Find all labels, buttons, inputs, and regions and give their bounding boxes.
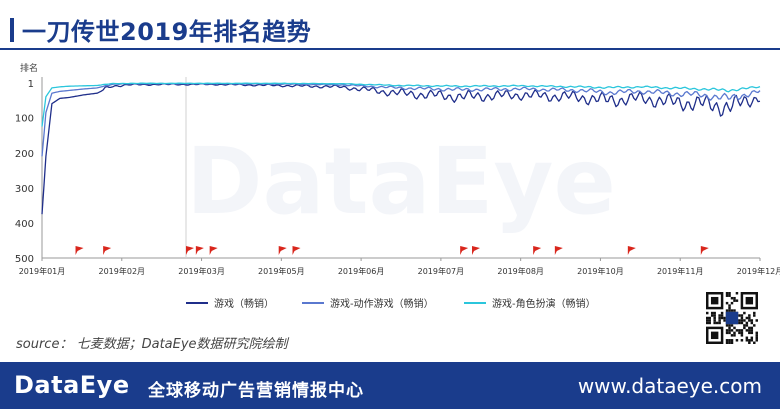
event-flag-icon — [209, 246, 218, 255]
event-flag-icon — [103, 246, 112, 255]
qr-code-image — [706, 292, 758, 344]
x-tick-label: 2019年06月 — [338, 266, 385, 276]
event-flag-icon — [700, 246, 709, 255]
legend-swatch-rpg — [464, 301, 486, 304]
legend-item-action: 游戏-动作游戏（畅销） — [302, 295, 434, 310]
event-flag-icon — [533, 246, 542, 255]
legend-swatch-game — [186, 301, 208, 304]
legend-swatch-action — [302, 301, 324, 304]
event-flag-icon — [195, 246, 204, 255]
event-flag-icon — [185, 246, 194, 255]
y-tick-label: 200 — [15, 149, 34, 160]
event-flag-icon — [75, 246, 84, 255]
title-bar: 一刀传世2019年排名趋势 — [10, 12, 311, 47]
footer-logo: DataEye — [14, 371, 130, 399]
event-flag-icon — [472, 246, 481, 255]
legend-item-rpg: 游戏-角色扮演（畅销） — [464, 295, 596, 310]
event-flag-icon — [292, 246, 301, 255]
y-axis-label: 排名 — [20, 62, 38, 74]
x-tick-label: 2019年10月 — [577, 266, 624, 276]
page-title: 一刀传世2019年排名趋势 — [22, 18, 312, 46]
chart-legend: 游戏（畅销） 游戏-动作游戏（畅销） 游戏-角色扮演（畅销） — [0, 295, 780, 311]
footer-slogan: 全球移动广告营销情报中心 — [148, 381, 364, 401]
watermark-text: DataEye — [186, 128, 616, 235]
legend-item-game: 游戏（畅销） — [186, 295, 274, 310]
footer-url-link[interactable]: www.dataeye.com — [577, 374, 762, 398]
event-flag-icon — [460, 246, 469, 255]
x-tick-label: 2019年12月 — [737, 266, 780, 276]
footer-bar: DataEye 全球移动广告营销情报中心 www.dataeye.com — [0, 362, 780, 409]
y-tick-label: 400 — [15, 219, 34, 230]
legend-label-rpg: 游戏-角色扮演（畅销） — [492, 299, 596, 310]
x-tick-label: 2019年03月 — [178, 266, 225, 276]
x-tick-label: 2019年01月 — [19, 266, 66, 276]
source-note: source： 七麦数据；DataEye数据研究院绘制 — [16, 337, 288, 352]
y-tick-label: 300 — [15, 184, 34, 195]
x-tick-label: 2019年11月 — [657, 266, 704, 276]
title-divider — [0, 48, 780, 50]
x-tick-label: 2019年05月 — [258, 266, 305, 276]
title-accent-bar — [10, 17, 14, 42]
y-tick-label: 1 — [28, 79, 34, 90]
x-tick-label: 2019年02月 — [99, 266, 146, 276]
event-flag-icon — [278, 246, 287, 255]
series-line-game — [41, 82, 761, 215]
x-tick-label: 2019年08月 — [497, 266, 544, 276]
event-flag-icon — [627, 246, 636, 255]
y-tick-label: 500 — [15, 254, 34, 265]
y-tick-label: 100 — [15, 114, 34, 125]
series-line-rpg — [41, 82, 761, 127]
event-flag-icon — [554, 246, 563, 255]
legend-label-action: 游戏-动作游戏（畅销） — [330, 299, 434, 310]
x-tick-label: 2019年07月 — [418, 266, 465, 276]
legend-label-game: 游戏（畅销） — [214, 299, 274, 310]
